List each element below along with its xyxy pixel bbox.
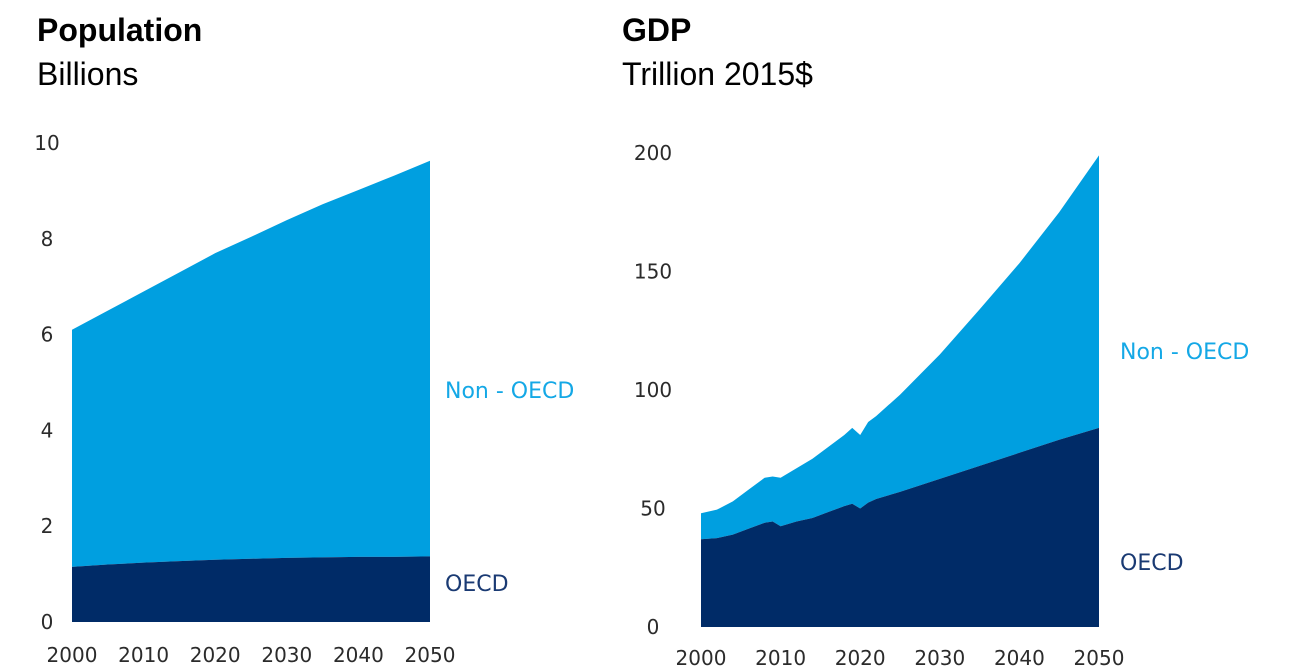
gdp-y-tick: 100 bbox=[634, 378, 672, 402]
population-y-tick: 6 bbox=[41, 323, 54, 347]
gdp-x-tick: 2020 bbox=[835, 646, 886, 670]
population-x-tick: 2010 bbox=[118, 643, 169, 667]
population-series-label-oecd: OECD bbox=[445, 572, 509, 597]
gdp-x-tick: 2030 bbox=[914, 646, 965, 670]
population-y-tick: 4 bbox=[41, 418, 54, 442]
population-series-label-non-oecd: Non - OECD bbox=[445, 379, 574, 404]
population-x-tick: 2000 bbox=[47, 643, 98, 667]
population-chart: 0 2 4 6 8 10 2000 2010 2020 2030 2040 2050 OECD Non -… bbox=[34, 131, 574, 667]
population-x-tick: 2040 bbox=[333, 643, 384, 667]
population-subtitle: Billions bbox=[37, 56, 139, 92]
gdp-x-tick: 2010 bbox=[755, 646, 806, 670]
gdp-subtitle: Trillion 2015$ bbox=[622, 56, 813, 92]
gdp-series-label-non-oecd: Non - OECD bbox=[1120, 340, 1249, 365]
population-y-tick: 10 bbox=[34, 131, 59, 155]
gdp-x-tick: 2050 bbox=[1074, 646, 1125, 670]
gdp-x-tick: 2040 bbox=[994, 646, 1045, 670]
population-y-tick: 2 bbox=[41, 514, 54, 538]
gdp-oecd-area bbox=[701, 427, 1099, 627]
gdp-series-label-oecd: OECD bbox=[1120, 551, 1184, 576]
gdp-y-tick: 50 bbox=[640, 497, 665, 521]
population-oecd-area bbox=[72, 556, 430, 622]
gdp-x-tick: 2000 bbox=[676, 646, 727, 670]
gdp-non-oecd-area bbox=[701, 155, 1099, 540]
population-title: Population bbox=[37, 12, 203, 48]
population-x-tick: 2030 bbox=[261, 643, 312, 667]
gdp-chart: 0 50 100 150 200 2000 2010 2020 2030 2040 2050 OECD… bbox=[634, 141, 1249, 670]
population-y-tick: 0 bbox=[41, 610, 54, 634]
population-non-oecd-area bbox=[72, 160, 430, 567]
gdp-y-tick: 0 bbox=[647, 615, 660, 639]
population-x-tick: 2020 bbox=[190, 643, 241, 667]
gdp-y-tick: 200 bbox=[634, 141, 672, 165]
population-x-tick: 2050 bbox=[405, 643, 456, 667]
gdp-y-tick: 150 bbox=[634, 260, 672, 284]
gdp-title: GDP bbox=[622, 12, 692, 48]
population-y-tick: 8 bbox=[41, 227, 54, 251]
